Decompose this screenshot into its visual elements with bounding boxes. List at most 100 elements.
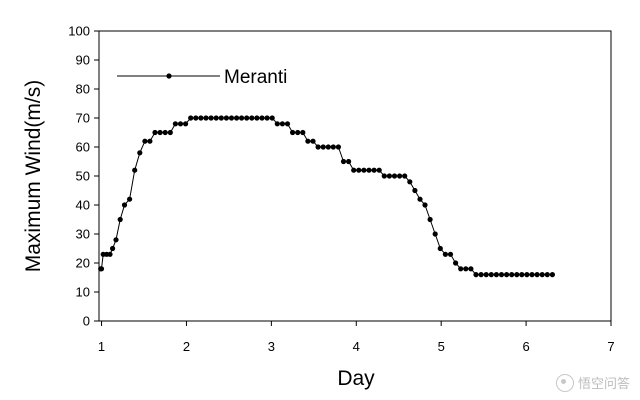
- data-point: [320, 144, 326, 150]
- data-point: [534, 272, 540, 278]
- y-tick-label: 60: [76, 140, 90, 155]
- legend: Meranti: [117, 67, 287, 88]
- data-point: [113, 237, 119, 243]
- data-point: [274, 121, 280, 127]
- data-point: [361, 167, 367, 173]
- data-point: [325, 144, 331, 150]
- data-point: [397, 173, 403, 179]
- data-point: [346, 158, 352, 165]
- x-tick-label: 2: [183, 339, 190, 354]
- plot-area: 0 10 20 30 40 50 60 70 80 90 100 1 2 3 4 5 6 7: [68, 24, 614, 355]
- y-tick-label: 10: [76, 285, 90, 300]
- data-point: [167, 129, 173, 136]
- data-point: [366, 167, 372, 173]
- watermark-text: 悟空问答: [577, 377, 630, 392]
- y-tick-label: 80: [76, 82, 90, 97]
- data-point: [218, 115, 224, 121]
- data-point: [254, 115, 260, 121]
- data-point: [447, 251, 454, 257]
- data-point: [183, 121, 189, 127]
- legend-marker: [166, 73, 172, 79]
- y-tick-label: 20: [76, 256, 90, 271]
- data-point: [305, 138, 311, 144]
- data-point: [453, 260, 459, 266]
- data-point: [549, 272, 556, 278]
- data-point: [110, 245, 116, 252]
- data-point: [376, 167, 382, 173]
- data-point: [223, 115, 229, 121]
- data-point: [488, 272, 494, 278]
- data-point: [107, 251, 113, 257]
- data-point: [519, 272, 525, 278]
- data-point: [381, 173, 387, 179]
- data-point: [249, 115, 255, 121]
- x-tick-label: 3: [268, 339, 275, 354]
- data-point: [442, 251, 448, 257]
- data-point: [147, 138, 153, 144]
- watermark-logo-icon: [555, 373, 574, 392]
- data-point: [117, 216, 123, 223]
- data-point: [498, 272, 505, 278]
- series-points-meranti: [98, 115, 556, 278]
- y-tick-label: 100: [68, 24, 90, 39]
- data-point: [422, 202, 428, 208]
- data-point: [239, 115, 245, 121]
- data-point: [234, 115, 240, 121]
- data-point: [529, 272, 535, 278]
- x-tick-label: 4: [353, 339, 360, 354]
- data-point: [544, 272, 550, 278]
- y-tick-label: 70: [76, 111, 90, 126]
- data-point: [157, 129, 163, 136]
- data-point: [177, 121, 184, 127]
- data-point: [340, 158, 347, 165]
- y-tick-label: 30: [76, 227, 90, 242]
- data-point: [152, 129, 158, 136]
- y-tick-label: 90: [76, 53, 90, 68]
- y-axis: 0 10 20 30 40 50 60 70 80 90 100: [68, 24, 99, 329]
- y-tick-label: 0: [83, 314, 90, 329]
- data-point: [402, 173, 408, 179]
- data-point: [407, 179, 413, 185]
- data-point: [98, 266, 105, 272]
- data-point: [259, 115, 265, 121]
- y-axis-title: Maximum Wind(m/s): [22, 80, 45, 273]
- data-point: [162, 129, 168, 136]
- data-point: [269, 115, 275, 121]
- data-point: [504, 272, 510, 278]
- x-tick-label: 7: [607, 339, 614, 354]
- data-point: [524, 272, 530, 278]
- legend-label: Meranti: [224, 67, 287, 88]
- data-point: [432, 231, 438, 237]
- data-point: [427, 216, 433, 223]
- data-point: [193, 115, 199, 121]
- data-point: [417, 196, 423, 202]
- data-point: [213, 115, 219, 121]
- data-point: [142, 138, 148, 144]
- series-line-meranti: [100, 117, 553, 276]
- data-point: [208, 115, 214, 121]
- x-tick-label: 6: [522, 339, 529, 354]
- data-point: [228, 115, 235, 121]
- data-point: [493, 272, 499, 278]
- data-point: [483, 272, 489, 278]
- data-point: [412, 187, 418, 194]
- data-point: [203, 115, 209, 121]
- data-point: [127, 196, 133, 202]
- data-point: [284, 121, 291, 127]
- data-point: [463, 266, 469, 272]
- data-point: [335, 144, 341, 150]
- data-point: [137, 150, 143, 156]
- data-point: [356, 167, 362, 173]
- data-point: [514, 272, 520, 278]
- data-point: [330, 144, 336, 150]
- data-point: [315, 144, 321, 150]
- x-tick-label: 5: [438, 339, 445, 354]
- data-point: [198, 115, 204, 121]
- data-point: [121, 202, 128, 208]
- data-point: [351, 167, 357, 173]
- data-point: [132, 167, 138, 173]
- data-point: [437, 245, 443, 252]
- x-axis: 1 2 3 4 5 6 7: [98, 321, 615, 354]
- data-point: [300, 129, 306, 136]
